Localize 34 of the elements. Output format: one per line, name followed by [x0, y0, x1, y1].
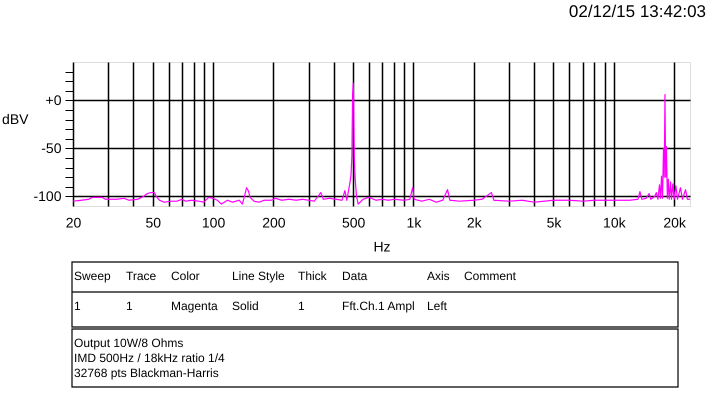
text: Color — [171, 269, 200, 283]
y-tick-label: -100 — [33, 188, 62, 204]
x-tick-label: 50 — [145, 214, 162, 230]
y-tick-label: +0 — [46, 92, 62, 108]
text: Thick — [298, 269, 328, 283]
text: IMD 500Hz / 18kHz ratio 1/4 — [74, 351, 226, 365]
y-axis-title: dBV — [2, 111, 30, 128]
text: Comment — [464, 269, 517, 283]
text: 1 — [126, 299, 133, 313]
text: 32768 pts Blackman-Harris — [74, 366, 219, 380]
text: 02/12/15 13:42:03 — [568, 2, 706, 21]
x-tick-label: 20 — [66, 214, 82, 230]
x-tick-label: 1k — [406, 214, 422, 230]
x-axis-title: Hz — [373, 238, 391, 254]
text: Axis — [427, 269, 450, 283]
text: Output 10W/8 Ohms — [74, 336, 184, 350]
y-tick-label: -50 — [41, 140, 62, 156]
text: Fft.Ch.1 Ampl — [342, 299, 415, 313]
text: 1 — [298, 299, 305, 313]
text: Left — [427, 299, 448, 313]
x-tick-label: 10k — [603, 214, 627, 230]
x-tick-label: 2k — [466, 214, 483, 230]
text: 1 — [74, 299, 81, 313]
text: Magenta — [171, 299, 218, 313]
x-tick-label: 5k — [546, 214, 562, 230]
text: Sweep — [74, 269, 112, 283]
text: Line Style — [232, 269, 286, 283]
x-tick-label: 500 — [342, 214, 366, 230]
text: Trace — [126, 269, 157, 283]
x-tick-label: 20k — [663, 214, 687, 230]
text: Data — [342, 269, 368, 283]
text: Solid — [232, 299, 259, 313]
x-tick-label: 100 — [202, 214, 226, 230]
x-tick-label: 200 — [262, 214, 286, 230]
